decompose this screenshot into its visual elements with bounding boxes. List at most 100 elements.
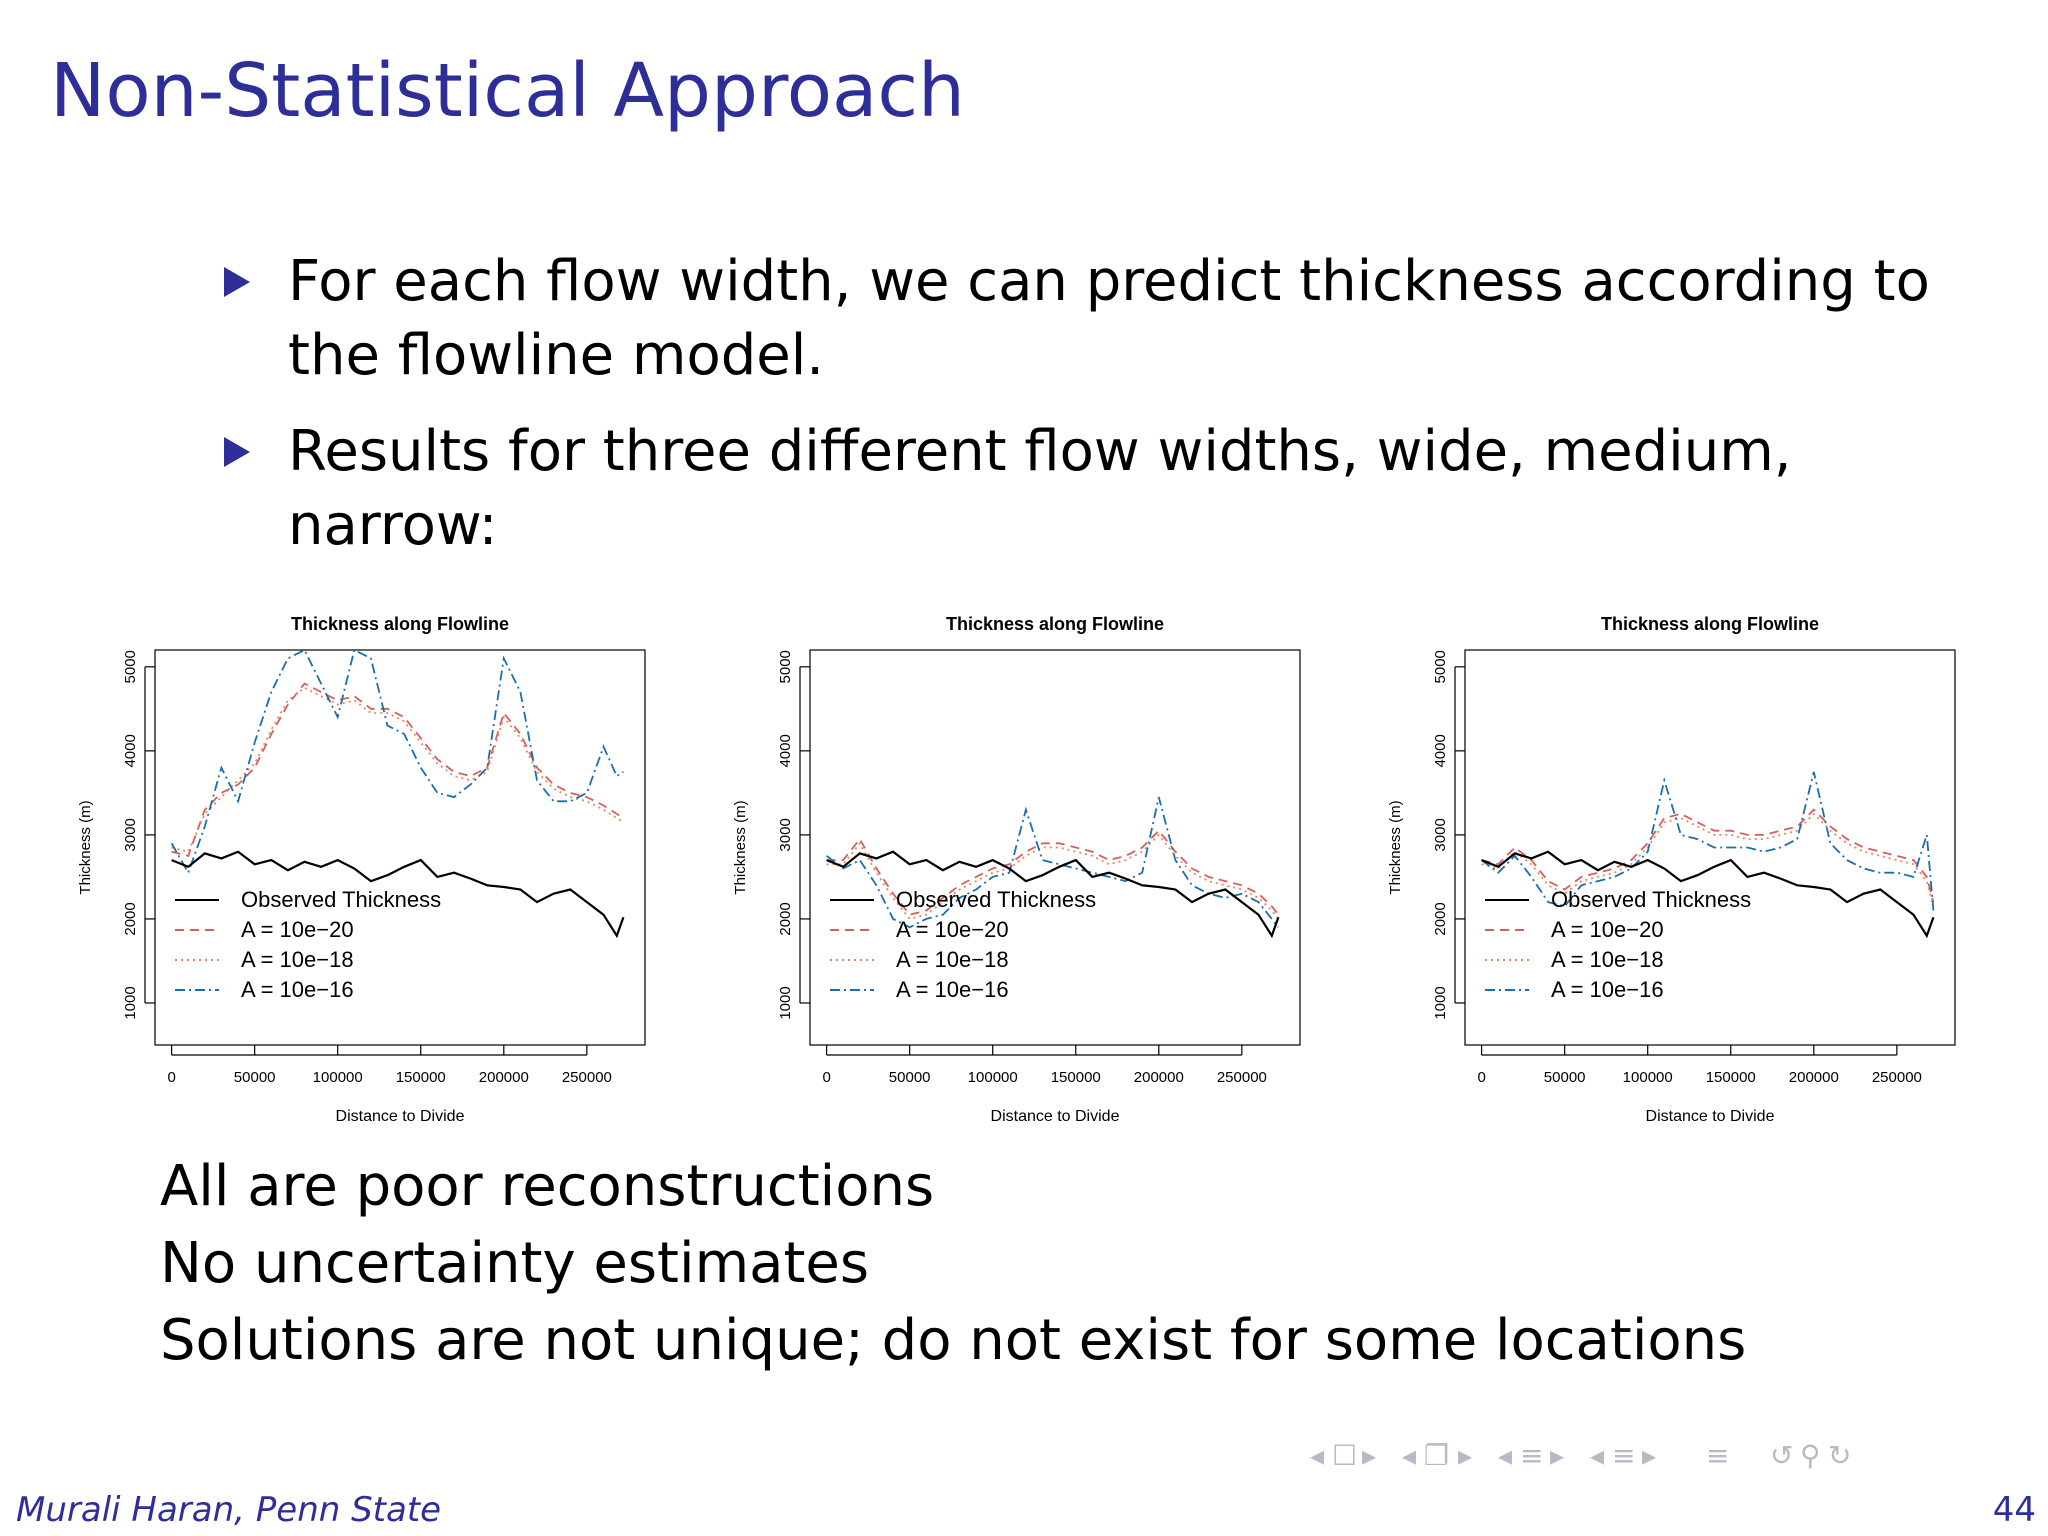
bullet-text: For each flow width, we can predict thic… [288, 249, 1930, 388]
chart-title: Thickness along Flowline [291, 614, 509, 634]
conclusions: All are poor reconstructions No uncertai… [160, 1148, 1746, 1379]
nav-next-icon[interactable]: ▸ [1458, 1439, 1473, 1472]
nav-next-icon[interactable]: ▸ [1550, 1439, 1565, 1472]
document-icon[interactable]: ≡ [1612, 1439, 1636, 1472]
legend-label: Observed Thickness [241, 887, 441, 912]
x-axis-label: Distance to Divide [1646, 1108, 1775, 1125]
x-tick-label: 250000 [1217, 1069, 1267, 1086]
y-tick-label: 3000 [777, 818, 794, 851]
series-line-dashed [1481, 808, 1935, 903]
nav-prev-icon[interactable]: ◂ [1402, 1439, 1417, 1472]
x-tick-label: 50000 [1544, 1069, 1586, 1086]
series-line-solid [171, 850, 625, 939]
series-line-dotted [1481, 812, 1935, 907]
y-tick-label: 4000 [1432, 734, 1449, 767]
x-tick-label: 0 [1477, 1069, 1485, 1086]
x-tick-label: 0 [822, 1069, 830, 1086]
x-tick-label: 250000 [1872, 1069, 1922, 1086]
series-line-solid [826, 850, 1280, 939]
x-tick-label: 200000 [479, 1069, 529, 1086]
subsection-icon[interactable]: ❐ [1424, 1439, 1450, 1472]
frame-icon[interactable]: ☐ [1332, 1439, 1358, 1472]
y-tick-label: 2000 [1432, 902, 1449, 935]
thickness-chart-wide: Thickness along Flowline 0 50000 100000 1500… [77, 614, 646, 1125]
bullet-text: Results for three different flow widths,… [288, 419, 1792, 558]
conclusion-line: Solutions are not unique; do not exist f… [160, 1308, 1747, 1373]
charts-row: Thickness along Flowline 0 50000 100000 1500… [60, 600, 2010, 1140]
back-icon[interactable]: ↺ [1770, 1439, 1794, 1472]
plot-frame [154, 649, 646, 1046]
x-tick-label: 100000 [968, 1069, 1018, 1086]
slide-title: Non-Statistical Approach [50, 48, 965, 134]
legend-label: A = 10e−16 [896, 977, 1009, 1002]
legend-label: A = 10e−18 [241, 947, 354, 972]
bullet-item: Results for three different flow widths,… [210, 415, 1930, 563]
beamer-nav-bar: ◂ ☐ ▸ ◂ ❐ ▸ ◂ ≡ ▸ ◂ ≡ ▸ ≡ ↺ ⚲ ↻ [1310, 1436, 2040, 1476]
legend-label: Observed Thickness [896, 887, 1096, 912]
y-tick-label: 3000 [1432, 818, 1449, 851]
nav-prev-icon[interactable]: ◂ [1590, 1439, 1605, 1472]
legend-label: A = 10e−20 [896, 917, 1009, 942]
search-icon[interactable]: ⚲ [1800, 1439, 1821, 1472]
y-tick-label: 5000 [1432, 650, 1449, 683]
legend-label: A = 10e−16 [241, 977, 354, 1002]
x-tick-label: 50000 [889, 1069, 931, 1086]
x-tick-label: 250000 [562, 1069, 612, 1086]
conclusion-line: All are poor reconstructions [160, 1154, 935, 1219]
y-axis-label: Thickness (m) [1387, 800, 1404, 894]
legend-label: Observed Thickness [1551, 887, 1751, 912]
x-tick-label: 150000 [396, 1069, 446, 1086]
series-line-dashed [826, 829, 1280, 916]
triangle-bullet-icon [224, 437, 250, 467]
series-line-solid [1481, 850, 1935, 939]
nav-next-icon[interactable]: ▸ [1642, 1439, 1657, 1472]
thickness-chart-narrow: Thickness along Flowline 0 50000 100000 1500… [1387, 614, 1956, 1125]
x-tick-label: 200000 [1789, 1069, 1839, 1086]
x-tick-label: 50000 [234, 1069, 276, 1086]
x-axis-label: Distance to Divide [336, 1108, 465, 1125]
y-tick-label: 1000 [777, 986, 794, 1019]
thickness-chart-medium: Thickness along Flowline 0 50000 100000 1500… [732, 614, 1301, 1125]
legend-label: A = 10e−20 [1551, 917, 1664, 942]
legend-label: A = 10e−18 [896, 947, 1009, 972]
x-tick-label: 100000 [1623, 1069, 1673, 1086]
y-tick-label: 5000 [122, 650, 139, 683]
nav-prev-icon[interactable]: ◂ [1310, 1439, 1325, 1472]
x-tick-label: 150000 [1051, 1069, 1101, 1086]
triangle-bullet-icon [224, 267, 250, 297]
y-axis-label: Thickness (m) [77, 800, 94, 894]
forward-icon[interactable]: ↻ [1828, 1439, 1852, 1472]
x-tick-label: 150000 [1706, 1069, 1756, 1086]
legend-label: A = 10e−20 [241, 917, 354, 942]
bullet-list: For each flow width, we can predict thic… [210, 245, 1930, 585]
legend-label: A = 10e−16 [1551, 977, 1664, 1002]
x-axis-label: Distance to Divide [991, 1108, 1120, 1125]
series-line-dotdash [1481, 771, 1935, 911]
nav-next-icon[interactable]: ▸ [1362, 1439, 1377, 1472]
y-tick-label: 1000 [122, 986, 139, 1019]
chart-title: Thickness along Flowline [946, 614, 1164, 634]
x-tick-label: 200000 [1134, 1069, 1184, 1086]
conclusion-line: No uncertainty estimates [160, 1231, 870, 1296]
y-tick-label: 2000 [777, 902, 794, 935]
series-line-dotdash [826, 796, 1280, 929]
bullet-item: For each flow width, we can predict thic… [210, 245, 1930, 393]
y-tick-label: 4000 [777, 734, 794, 767]
nav-prev-icon[interactable]: ◂ [1498, 1439, 1513, 1472]
series-line-dashed [171, 682, 624, 857]
series-line-dotdash [170, 650, 624, 875]
page-number: 44 [1992, 1490, 2036, 1530]
x-tick-label: 100000 [313, 1069, 363, 1086]
y-tick-label: 1000 [1432, 986, 1449, 1019]
section-icon[interactable]: ≡ [1520, 1439, 1544, 1472]
series-line-dotted [171, 686, 624, 853]
footer-author: Murali Haran, Penn State [16, 1490, 442, 1530]
appendix-icon[interactable]: ≡ [1706, 1439, 1730, 1472]
y-axis-label: Thickness (m) [732, 800, 749, 894]
y-tick-label: 4000 [122, 734, 139, 767]
plot-frame [1464, 649, 1956, 1046]
plot-frame [809, 649, 1301, 1046]
y-tick-label: 2000 [122, 902, 139, 935]
chart-title: Thickness along Flowline [1601, 614, 1819, 634]
y-tick-label: 5000 [777, 650, 794, 683]
